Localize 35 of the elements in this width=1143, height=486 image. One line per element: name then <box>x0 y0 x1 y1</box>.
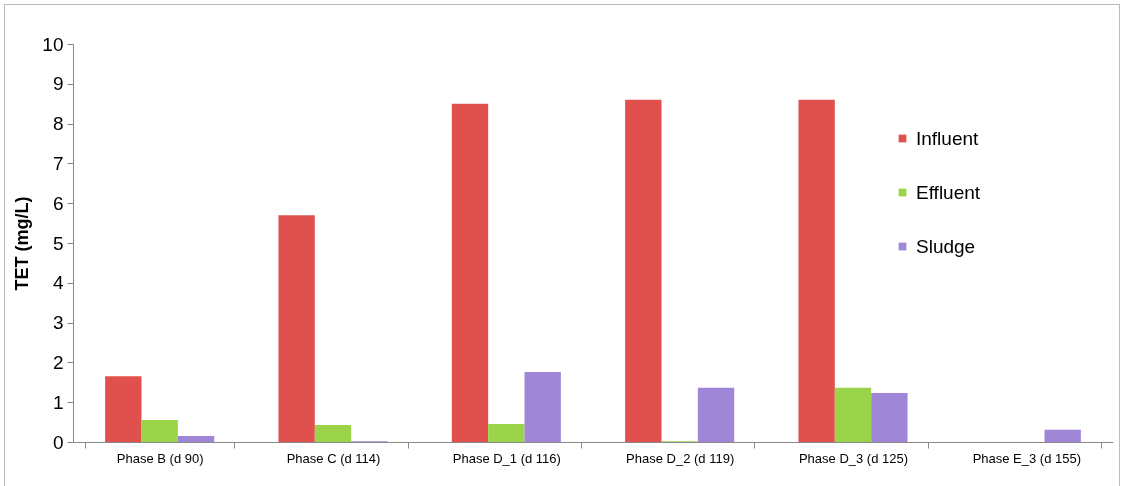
bar <box>141 420 178 442</box>
x-tick-label: Phase C (d 114) <box>286 450 381 466</box>
bar <box>314 424 352 442</box>
y-tick-label: 10 <box>42 33 64 55</box>
bar <box>524 371 561 442</box>
y-tick-label: 9 <box>52 73 64 95</box>
bar <box>1044 429 1081 442</box>
x-tick-label: Phase D_2 (d 119) <box>626 450 735 466</box>
bar <box>451 103 489 442</box>
y-tick-label: 3 <box>52 312 64 334</box>
y-axis-title: TET (mg/L) <box>12 196 33 291</box>
x-tick-label: Phase D_1 (d 116) <box>452 450 561 466</box>
y-tick-label: 7 <box>52 152 64 174</box>
y-tick-label: 2 <box>52 351 64 373</box>
y-tick-label: 5 <box>52 232 64 254</box>
bar <box>625 99 662 442</box>
bar <box>834 387 872 442</box>
x-tick-label: Phase B (d 90) <box>116 450 204 466</box>
x-tick-label: Phase E_3 (d 155) <box>972 450 1082 466</box>
legend-label: Influent <box>916 127 980 149</box>
bar <box>871 393 908 442</box>
y-tick-label: 1 <box>52 391 64 413</box>
bar <box>105 376 142 442</box>
bar <box>697 387 735 442</box>
bar <box>177 436 215 442</box>
bar <box>278 215 315 442</box>
x-tick-label: Phase D_3 (d 125) <box>798 450 909 466</box>
bar <box>488 424 525 442</box>
y-tick-label: 6 <box>52 192 64 214</box>
bar <box>798 99 835 442</box>
y-tick-label: 4 <box>52 272 64 294</box>
y-tick-label: 0 <box>52 431 64 453</box>
legend-label: Sludge <box>916 235 976 257</box>
y-tick-label: 8 <box>52 113 64 135</box>
legend-label: Effluent <box>916 181 981 203</box>
